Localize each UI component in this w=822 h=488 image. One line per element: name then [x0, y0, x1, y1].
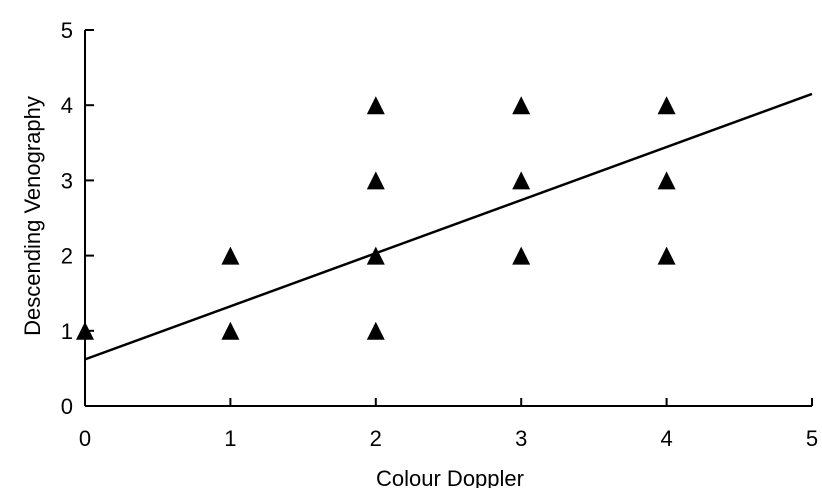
- data-point-triangle: [366, 171, 385, 190]
- data-point-triangle: [512, 246, 531, 265]
- x-tick-label: 0: [79, 426, 91, 451]
- x-tick-label: 5: [806, 426, 818, 451]
- y-tick-label: 0: [61, 394, 73, 419]
- y-tick-label: 1: [61, 319, 73, 344]
- data-point-triangle: [657, 96, 676, 115]
- y-tick-label: 3: [61, 168, 73, 193]
- y-axis-label: Descending Venography: [20, 96, 45, 336]
- data-point-triangle: [512, 171, 531, 190]
- data-point-triangle: [657, 171, 676, 190]
- data-points: [76, 96, 676, 340]
- x-tick-label: 2: [370, 426, 382, 451]
- x-axis-label: Colour Doppler: [376, 466, 524, 488]
- x-ticks: 0 1 2 3 4 5: [79, 398, 818, 451]
- data-point-triangle: [512, 96, 531, 115]
- axes: [84, 30, 812, 407]
- y-ticks: 0 1 2 3 4 5: [61, 18, 94, 419]
- x-tick-label: 4: [660, 426, 672, 451]
- data-point-triangle: [657, 246, 676, 265]
- regression-line-group: [84, 92, 813, 361]
- x-tick-label: 1: [224, 426, 236, 451]
- y-tick-label: 2: [61, 244, 73, 269]
- data-point-triangle: [221, 246, 240, 265]
- data-point-triangle: [221, 321, 240, 340]
- regression-line: [84, 92, 813, 361]
- data-point-triangle: [76, 321, 94, 340]
- y-tick-label: 5: [61, 18, 73, 43]
- data-point-triangle: [366, 96, 385, 115]
- data-point-triangle: [366, 246, 385, 265]
- data-point-triangle: [366, 321, 385, 340]
- x-tick-label: 3: [515, 426, 527, 451]
- y-tick-label: 4: [61, 93, 73, 118]
